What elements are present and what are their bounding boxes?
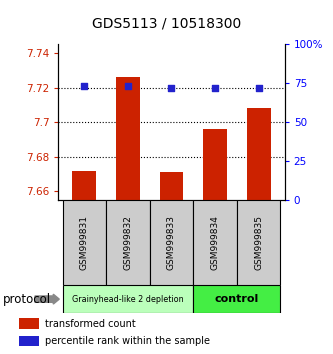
- Point: [169, 85, 174, 91]
- Text: control: control: [215, 294, 259, 304]
- Text: percentile rank within the sample: percentile rank within the sample: [45, 336, 210, 346]
- Text: GDS5113 / 10518300: GDS5113 / 10518300: [92, 16, 241, 30]
- Point: [82, 84, 87, 89]
- Point: [125, 84, 131, 89]
- Point: [256, 85, 261, 91]
- Bar: [72, 171, 96, 200]
- Text: protocol: protocol: [3, 293, 52, 306]
- Text: GSM999833: GSM999833: [167, 215, 176, 270]
- Text: GSM999835: GSM999835: [254, 215, 263, 270]
- Bar: [193, 285, 280, 313]
- Bar: [160, 172, 183, 200]
- Text: transformed count: transformed count: [45, 319, 136, 329]
- Bar: [106, 200, 150, 285]
- Text: GSM999831: GSM999831: [80, 215, 89, 270]
- Bar: [193, 200, 237, 285]
- Text: GSM999834: GSM999834: [210, 215, 219, 270]
- Bar: [63, 285, 193, 313]
- Bar: [19, 336, 39, 346]
- Bar: [63, 200, 106, 285]
- Bar: [19, 319, 39, 329]
- Point: [212, 85, 218, 91]
- Text: GSM999832: GSM999832: [124, 215, 133, 270]
- Bar: [203, 129, 227, 200]
- Bar: [237, 200, 280, 285]
- Text: Grainyhead-like 2 depletion: Grainyhead-like 2 depletion: [72, 295, 184, 304]
- Bar: [116, 77, 140, 200]
- Bar: [247, 108, 270, 200]
- Bar: [150, 200, 193, 285]
